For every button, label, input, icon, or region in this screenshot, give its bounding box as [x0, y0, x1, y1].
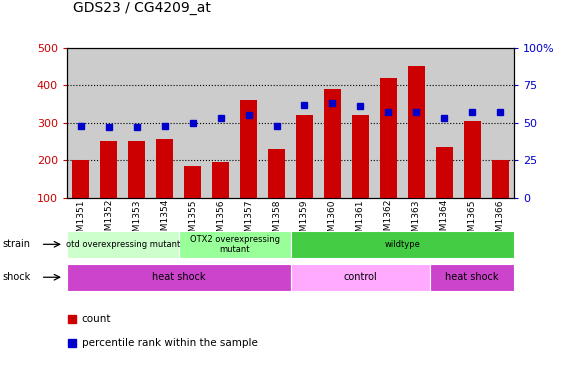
- Text: percentile rank within the sample: percentile rank within the sample: [81, 338, 257, 348]
- Text: control: control: [343, 272, 377, 282]
- Text: shock: shock: [3, 272, 31, 282]
- Text: otd overexpressing mutant: otd overexpressing mutant: [66, 240, 180, 249]
- Bar: [156, 139, 173, 198]
- Bar: [290, 231, 514, 258]
- Bar: [492, 160, 508, 198]
- Text: count: count: [81, 314, 111, 324]
- Bar: [268, 149, 285, 198]
- Bar: [464, 121, 480, 198]
- Bar: [101, 141, 117, 198]
- Text: heat shock: heat shock: [152, 272, 206, 282]
- Bar: [296, 115, 313, 198]
- Bar: [324, 89, 341, 198]
- Bar: [67, 264, 290, 291]
- Text: strain: strain: [3, 239, 31, 249]
- Bar: [212, 162, 229, 198]
- Bar: [240, 100, 257, 198]
- Bar: [179, 231, 290, 258]
- Bar: [290, 264, 431, 291]
- Text: GDS23 / CG4209_at: GDS23 / CG4209_at: [73, 1, 210, 15]
- Text: wildtype: wildtype: [385, 240, 420, 249]
- Bar: [380, 78, 397, 198]
- Bar: [67, 231, 179, 258]
- Text: OTX2 overexpressing
mutant: OTX2 overexpressing mutant: [189, 235, 279, 254]
- Bar: [408, 66, 425, 198]
- Bar: [431, 264, 514, 291]
- Bar: [128, 141, 145, 198]
- Bar: [73, 160, 89, 198]
- Bar: [184, 166, 201, 198]
- Bar: [352, 115, 369, 198]
- Text: heat shock: heat shock: [446, 272, 499, 282]
- Bar: [436, 147, 453, 198]
